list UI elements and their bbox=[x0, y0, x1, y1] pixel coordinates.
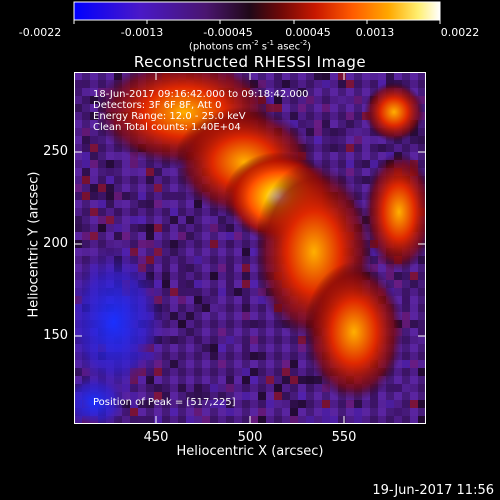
info-energy-range: Energy Range: 12.0 - 25.0 keV bbox=[93, 111, 246, 122]
x-tick-label: 550 bbox=[331, 430, 357, 445]
colorbar-tick-label: 0.0013 bbox=[355, 26, 395, 39]
colorbar-tick-label: -0.0013 bbox=[120, 26, 164, 39]
image-title: Reconstructed RHESSI Image bbox=[133, 53, 367, 71]
colorbar bbox=[73, 1, 441, 24]
info-method-counts: Clean Total counts: 1.40E+04 bbox=[93, 122, 241, 133]
emission-region bbox=[304, 262, 404, 402]
y-axis-label: Heliocentric Y (arcsec) bbox=[26, 171, 42, 318]
y-tick-label: 250 bbox=[43, 144, 68, 159]
colorbar-units: (photons cm-2 s-1 asec-2) bbox=[188, 39, 312, 53]
y-tick-label: 200 bbox=[43, 236, 68, 251]
info-detectors: Detectors: 3F 6F 8F, Att 0 bbox=[93, 100, 222, 111]
blue-region bbox=[74, 372, 129, 424]
x-axis-label: Heliocentric X (arcsec) bbox=[176, 444, 324, 459]
colorbar-tick-label: 0.0022 bbox=[440, 26, 480, 39]
y-tick-label: 150 bbox=[43, 328, 68, 343]
rhessi-image: 18-Jun-2017 09:16:42.000 to 09:18:42.000… bbox=[74, 72, 426, 424]
image-canvas bbox=[74, 72, 426, 424]
x-tick-label: 450 bbox=[143, 430, 169, 445]
blue-region bbox=[74, 242, 169, 402]
colorbar-gradient bbox=[73, 1, 441, 21]
info-time-range: 18-Jun-2017 09:16:42.000 to 09:18:42.000 bbox=[93, 89, 309, 100]
emission-region bbox=[364, 82, 424, 142]
axis-ticks bbox=[74, 72, 426, 424]
info-peak-position: Position of Peak = [517,225] bbox=[93, 397, 236, 408]
colorbar-tick-label: 0.00045 bbox=[285, 26, 331, 39]
emission-region bbox=[364, 152, 426, 272]
footer-timestamp: 19-Jun-2017 11:56 bbox=[372, 483, 494, 498]
colorbar-tick-label: -0.0022 bbox=[18, 26, 62, 39]
x-tick-label: 500 bbox=[237, 430, 263, 445]
colorbar-ticks bbox=[73, 20, 441, 24]
colorbar-tick-label: -0.00045 bbox=[203, 26, 253, 39]
